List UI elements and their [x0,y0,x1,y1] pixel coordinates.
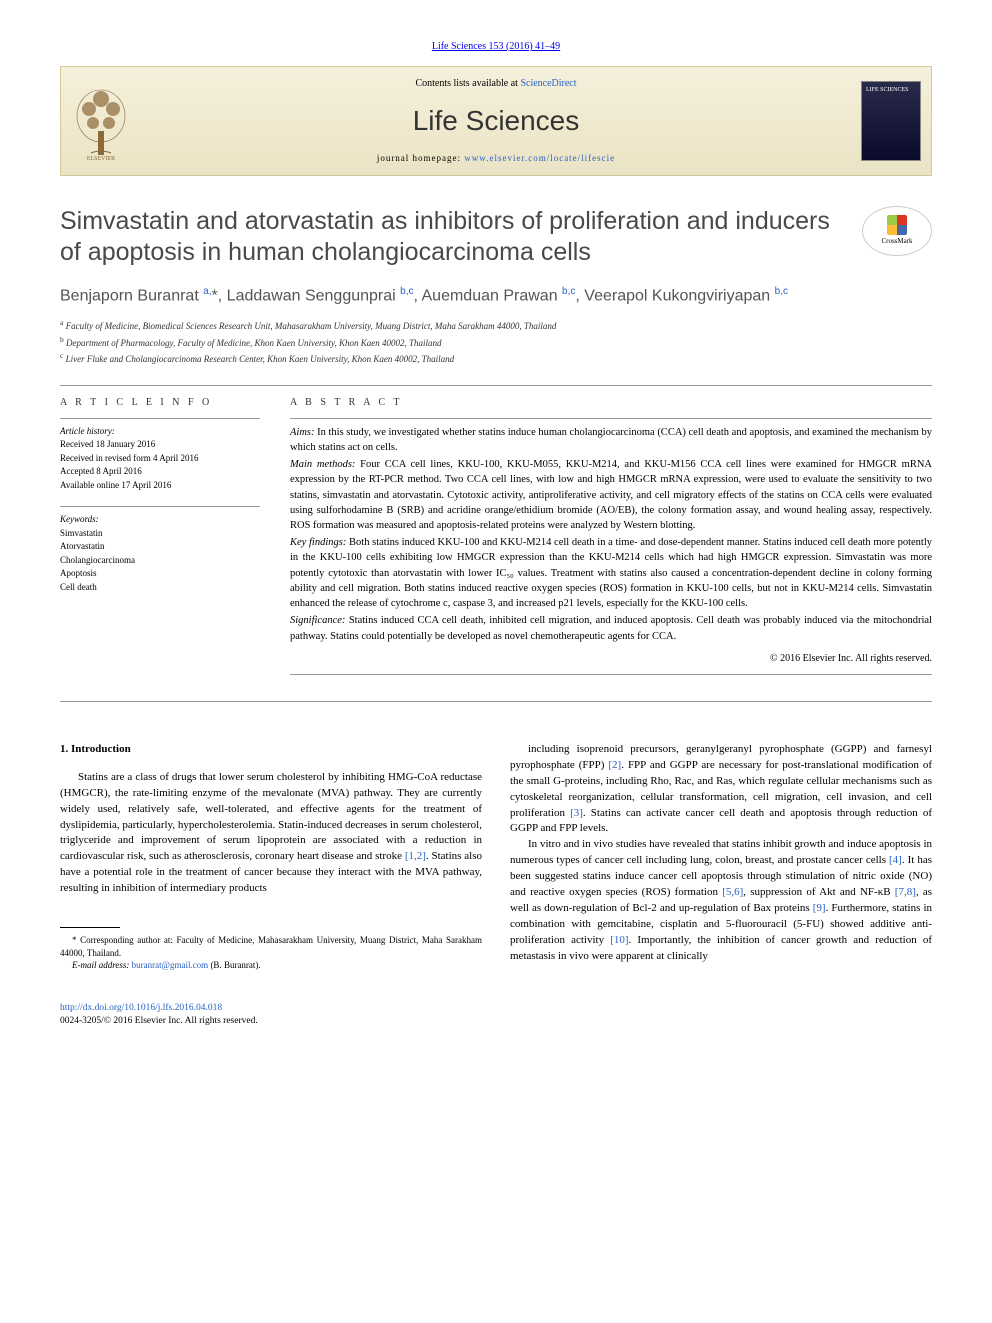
body-column-left: 1. Introduction Statins are a class of d… [60,742,482,972]
divider [290,674,932,675]
elsevier-tree-icon: ELSEVIER [71,81,131,161]
reference-link[interactable]: [2] [608,759,621,771]
svg-text:ELSEVIER: ELSEVIER [87,156,115,161]
journal-homepage-line: journal homepage: www.elsevier.com/locat… [141,152,851,165]
abstract-label: A B S T R A C T [290,396,932,410]
article-title: Simvastatin and atorvastatin as inhibito… [60,206,842,269]
author-list: Benjaporn Buranrat a,*, Laddawan Senggun… [60,285,932,308]
history-line: Available online 17 April 2016 [60,479,260,493]
affiliation-line: b Department of Pharmacology, Faculty of… [60,334,932,351]
affiliation-line: a Faculty of Medicine, Biomedical Scienc… [60,317,932,334]
keyword: Cell death [60,581,260,595]
reference-link[interactable]: [9] [813,902,826,914]
history-line: Received 18 January 2016 [60,438,260,452]
body-column-right: including isoprenoid precursors, geranyl… [510,742,932,972]
keyword: Cholangiocarcinoma [60,554,260,568]
keyword: Atorvastatin [60,540,260,554]
email-link[interactable]: buranrat@gmail.com [132,960,209,970]
elsevier-logo: ELSEVIER [61,67,141,175]
reference-link[interactable]: [7,8] [895,886,916,898]
crossmark-badge[interactable]: CrossMark [862,206,932,256]
journal-cover-thumb: LIFE SCIENCES [851,67,931,175]
article-history: Article history: Received 18 January 201… [60,425,260,493]
reference-link[interactable]: [3] [570,807,583,819]
section-heading: 1. Introduction [60,742,482,758]
contents-list-line: Contents lists available at ScienceDirec… [141,77,851,91]
keyword: Apoptosis [60,567,260,581]
crossmark-icon [887,215,907,235]
divider [60,701,932,702]
corresponding-author-footnote: * Corresponding author at: Faculty of Me… [60,934,482,959]
divider [60,506,260,507]
keywords-block: Keywords: SimvastatinAtorvastatinCholang… [60,513,260,594]
history-line: Received in revised form 4 April 2016 [60,452,260,466]
divider [290,418,932,419]
journal-ref-link[interactable]: Life Sciences 153 (2016) 41–49 [432,41,560,52]
reference-link[interactable]: [10] [610,934,628,946]
reference-link[interactable]: [1,2] [405,850,426,862]
abstract-copyright: © 2016 Elsevier Inc. All rights reserved… [290,652,932,666]
divider [60,385,932,386]
doi-link[interactable]: http://dx.doi.org/10.1016/j.lfs.2016.04.… [60,1003,222,1013]
journal-name: Life Sciences [141,101,851,140]
abstract-text: Aims: In this study, we investigated whe… [290,425,932,644]
journal-header: ELSEVIER Contents lists available at Sci… [60,66,932,176]
divider [60,418,260,419]
footer-doi: http://dx.doi.org/10.1016/j.lfs.2016.04.… [60,1002,932,1029]
journal-homepage-link[interactable]: www.elsevier.com/locate/lifescie [464,153,615,163]
reference-link[interactable]: [5,6] [722,886,743,898]
issn-copyright: 0024-3205/© 2016 Elsevier Inc. All right… [60,1016,258,1026]
keyword: Simvastatin [60,527,260,541]
journal-reference: Life Sciences 153 (2016) 41–49 [60,40,932,54]
affiliation-line: c Liver Fluke and Cholangiocarcinoma Res… [60,350,932,367]
history-line: Accepted 8 April 2016 [60,465,260,479]
sciencedirect-link[interactable]: ScienceDirect [520,78,576,89]
email-footnote: E-mail address: buranrat@gmail.com (B. B… [60,959,482,972]
affiliations: a Faculty of Medicine, Biomedical Scienc… [60,317,932,367]
footnote-separator [60,927,120,928]
reference-link[interactable]: [4] [889,854,902,866]
article-info-label: A R T I C L E I N F O [60,396,260,410]
